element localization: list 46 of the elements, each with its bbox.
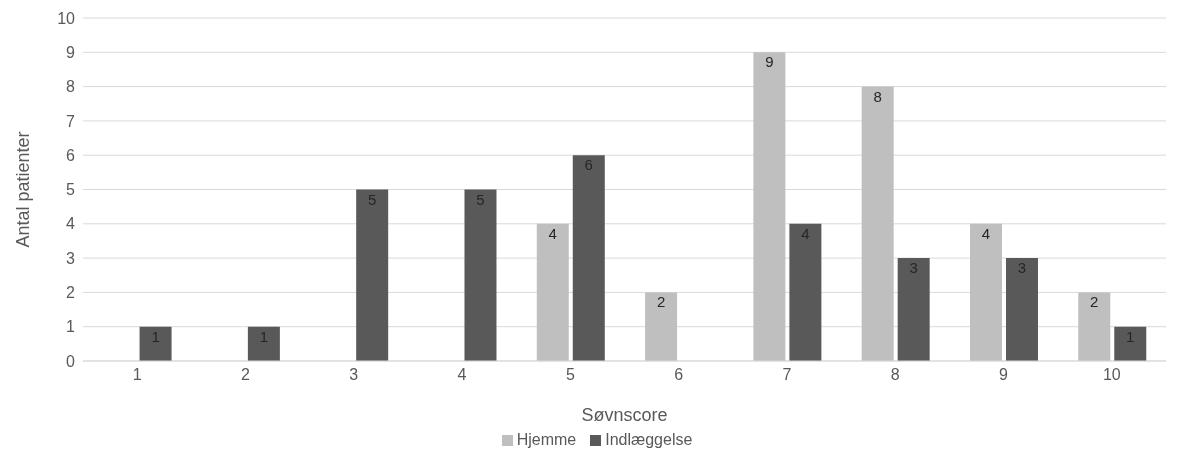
bar [897, 258, 930, 361]
bar [464, 189, 497, 361]
x-tick-label: 7 [782, 366, 792, 384]
bar [572, 155, 605, 361]
bar [1005, 258, 1038, 361]
x-tick-label: 2 [241, 366, 250, 384]
bar [1114, 326, 1147, 361]
y-tick-label: 10 [57, 9, 76, 27]
legend-label: Hjemme [515, 431, 577, 449]
bar [247, 326, 280, 361]
y-tick-label: 9 [66, 43, 76, 61]
x-tick-label: 8 [890, 366, 900, 384]
data-label: 2 [656, 293, 666, 311]
y-tick-label: 8 [66, 78, 76, 96]
y-tick-label: 0 [66, 352, 76, 370]
bar [753, 52, 786, 361]
data-label: 8 [873, 87, 882, 105]
bar [969, 223, 1002, 361]
y-tick-label: 5 [66, 181, 76, 199]
x-tick-label: 6 [674, 366, 684, 384]
x-tick-label: 10 [1102, 366, 1121, 384]
data-label: 9 [765, 53, 774, 71]
data-label: 2 [1090, 293, 1099, 311]
y-tick-label: 3 [66, 249, 76, 267]
x-tick-label: 4 [457, 366, 467, 384]
y-tick-label: 7 [66, 112, 76, 130]
data-label: 4 [981, 224, 991, 242]
legend-label: Indlæggelse [604, 431, 693, 449]
bar [536, 223, 569, 361]
bar [789, 223, 822, 361]
bar [1078, 292, 1111, 361]
x-axis-title: Søvnscore [581, 405, 668, 425]
bar [861, 86, 894, 361]
y-tick-label: 1 [66, 318, 76, 336]
bar [356, 189, 389, 361]
y-tick-label: 2 [66, 284, 76, 302]
bar [139, 326, 172, 361]
y-tick-label: 6 [66, 146, 76, 164]
x-tick-label: 3 [349, 366, 359, 384]
x-tick-label: 5 [565, 366, 575, 384]
x-tick-label: 1 [132, 366, 142, 384]
data-label: 4 [548, 224, 557, 242]
y-tick-label: 4 [66, 215, 76, 233]
y-axis-title: Antal patienter [13, 131, 34, 248]
x-tick-label: 9 [999, 366, 1009, 384]
bar [645, 292, 678, 361]
